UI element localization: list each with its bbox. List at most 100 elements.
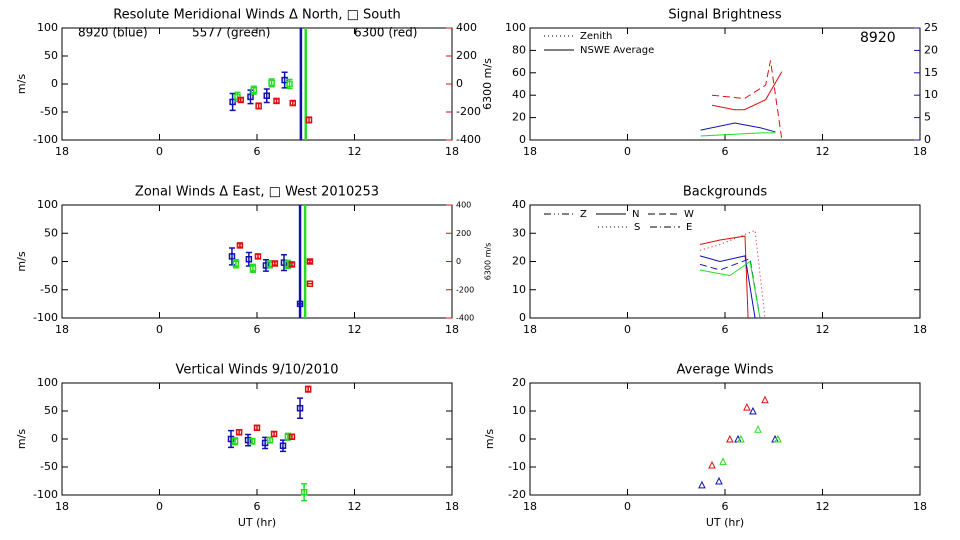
plot-frame: [61, 204, 453, 319]
data-point: [761, 395, 769, 404]
legend-label: W: [684, 209, 694, 220]
data-point: [306, 258, 314, 265]
y2-tick-label: 400: [456, 201, 471, 210]
chart-title: Resolute Meridional Winds Δ North, □ Sou…: [113, 8, 401, 23]
plot-frame: [529, 204, 921, 319]
y-axis-label: m/s: [15, 429, 28, 449]
data-point: [280, 259, 288, 266]
data-point: [698, 480, 706, 489]
data-point: [228, 253, 236, 260]
data-point: [774, 434, 782, 443]
y-tick-label: 20: [512, 255, 526, 268]
y-tick-label: 80: [512, 43, 526, 56]
plot-frame: [61, 27, 453, 141]
error-bar: [297, 397, 304, 420]
x-tick-label: 12: [816, 145, 830, 158]
y-tick-label: 0: [519, 311, 526, 324]
y-tick-label: -20: [508, 488, 526, 501]
y-tick-label: 0: [51, 77, 58, 90]
y-tick-label: 30: [512, 226, 526, 239]
data-point: [236, 242, 244, 249]
y-tick-label: 60: [512, 66, 526, 79]
legend-label: 8920 (blue): [78, 26, 148, 40]
x-tick-label: 6: [722, 323, 729, 336]
series-line: [700, 122, 776, 133]
x-tick-label: 12: [348, 500, 362, 513]
data-point: [726, 434, 734, 443]
y2-axis-label: 6300 m/s: [481, 58, 494, 110]
x-tick-label: 0: [624, 323, 631, 336]
data-point: [296, 404, 304, 412]
error-bar: [280, 253, 287, 272]
x-tick-label: 12: [816, 323, 830, 336]
data-point: [306, 280, 314, 287]
y2-tick-label: -200: [456, 285, 474, 294]
data-point: [288, 433, 296, 441]
x-tick-label: 12: [348, 323, 362, 336]
data-point: [289, 99, 296, 107]
data-point: [715, 476, 723, 485]
data-point: [743, 402, 751, 411]
data-point: [749, 406, 757, 415]
y-tick-label: -50: [40, 283, 58, 296]
y-tick-label: 0: [51, 255, 58, 268]
legend-label: 6300 (red): [354, 26, 417, 40]
y2-tick-label: 15: [924, 66, 938, 79]
x-tick-label: 18: [55, 500, 69, 513]
data-point: [286, 80, 293, 88]
y-tick-label: -10: [508, 460, 526, 473]
y2-tick-label: 0: [924, 133, 931, 146]
y2-axis-label: 6300 m/s: [484, 243, 493, 281]
x-tick-label: 6: [722, 145, 729, 158]
x-tick-label: 6: [722, 500, 729, 513]
y2-tick-label: 25: [924, 21, 938, 34]
x-tick-label: 18: [55, 323, 69, 336]
data-point: [248, 437, 256, 445]
data-point: [273, 97, 280, 105]
data-point: [249, 265, 257, 272]
y2-tick-label: 0: [456, 257, 461, 266]
annotation: 8920: [860, 30, 896, 46]
legend-label: E: [686, 222, 692, 233]
y2-tick-label: 200: [456, 229, 471, 238]
data-point: [305, 116, 313, 124]
x-tick-label: 18: [913, 500, 927, 513]
y-tick-label: 0: [519, 133, 526, 146]
data-point: [708, 460, 716, 469]
data-point: [271, 260, 279, 267]
x-tick-label: 0: [156, 323, 163, 336]
data-point: [253, 424, 261, 432]
y-tick-label: 10: [512, 283, 526, 296]
y-tick-label: -50: [40, 460, 58, 473]
x-tick-label: 0: [624, 145, 631, 158]
data-point: [754, 425, 762, 433]
y2-tick-label: -400: [456, 133, 481, 146]
data-point: [247, 93, 254, 101]
y-tick-label: -100: [33, 311, 58, 324]
plot-frame: [529, 382, 921, 496]
y-tick-label: 0: [519, 432, 526, 445]
y-tick-label: 50: [44, 49, 58, 62]
y2-tick-label: 10: [924, 88, 938, 101]
data-point: [270, 430, 278, 438]
x-axis-label: UT (hr): [706, 516, 744, 529]
data-point: [245, 255, 253, 263]
y-tick-label: 100: [37, 376, 58, 389]
data-point: [244, 436, 252, 444]
data-point: [254, 253, 262, 260]
y-tick-label: 40: [512, 88, 526, 101]
x-tick-label: 12: [348, 145, 362, 158]
x-tick-label: 6: [254, 323, 261, 336]
x-tick-label: 18: [445, 145, 459, 158]
data-point: [266, 436, 274, 444]
y-tick-label: 40: [512, 198, 526, 211]
series-line: [711, 71, 783, 111]
y-tick-label: 0: [51, 432, 58, 445]
y-tick-label: 20: [512, 376, 526, 389]
series-line: [699, 235, 749, 319]
y-tick-label: 100: [37, 21, 58, 34]
data-point: [288, 261, 296, 268]
y2-tick-label: 20: [924, 43, 938, 56]
plot-frame: [61, 382, 453, 496]
y2-tick-label: -200: [456, 105, 481, 118]
